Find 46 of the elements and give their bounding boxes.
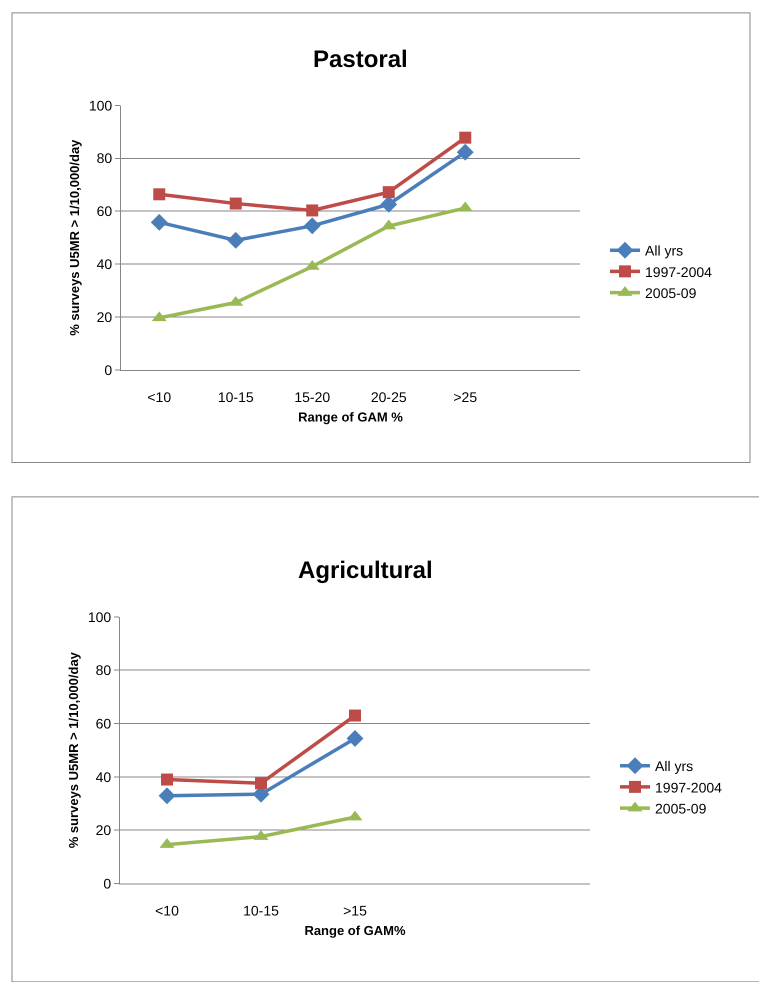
legend-label: 1997-2004: [645, 264, 712, 280]
x-tick-label: >15: [343, 902, 368, 918]
x-tick-label: >25: [453, 388, 478, 405]
y-axis-title: % surveys U5MR > 1/10,000/day: [66, 138, 82, 336]
y-tick-label: 20: [96, 308, 112, 325]
point: [382, 186, 395, 198]
x-tick-label: 15-20: [294, 388, 330, 405]
point: [150, 214, 168, 231]
legend-label: 1997-2004: [655, 779, 722, 796]
y-axis-title: % surveys U5MR > 1/10,000/day: [66, 651, 81, 848]
y-tick-label: 80: [96, 662, 112, 678]
chart-title: Agricultural: [298, 557, 433, 584]
y-tick-label: 20: [96, 822, 112, 838]
y-tick-label: 0: [104, 362, 112, 378]
point: [346, 730, 364, 747]
point: [161, 774, 173, 786]
y-tick-label: 60: [96, 715, 112, 732]
legend-label: All yrs: [645, 242, 684, 259]
point: [304, 217, 321, 234]
y-tick-label: 40: [96, 256, 112, 272]
x-axis-title: Range of GAM %: [298, 409, 404, 424]
x-tick-label: <10: [147, 388, 172, 405]
point: [158, 787, 176, 804]
chart-title: Pastoral: [313, 46, 408, 73]
y-tick-label: 40: [96, 768, 112, 785]
point: [349, 710, 361, 722]
legend-label: 2005-09: [645, 285, 697, 302]
point: [255, 777, 267, 790]
point: [459, 132, 472, 144]
point: [456, 144, 474, 161]
y-tick-label: 60: [96, 203, 112, 220]
legend-label: All yrs: [655, 758, 694, 774]
y-tick-label: 100: [88, 97, 112, 114]
x-tick-label: 20-25: [370, 388, 407, 405]
x-tick-label: <10: [155, 902, 180, 918]
point: [227, 232, 244, 249]
x-axis-title: Range of GAM%: [304, 922, 406, 938]
point: [153, 188, 166, 200]
point: [230, 198, 242, 210]
y-tick-label: 80: [96, 150, 112, 166]
x-tick-label: 10-15: [218, 388, 254, 405]
y-tick-label: 0: [103, 875, 112, 892]
y-tick-label: 100: [88, 608, 112, 625]
point: [306, 204, 318, 216]
x-tick-label: 10-15: [243, 902, 280, 918]
legend-label: 2005-09: [655, 800, 707, 817]
